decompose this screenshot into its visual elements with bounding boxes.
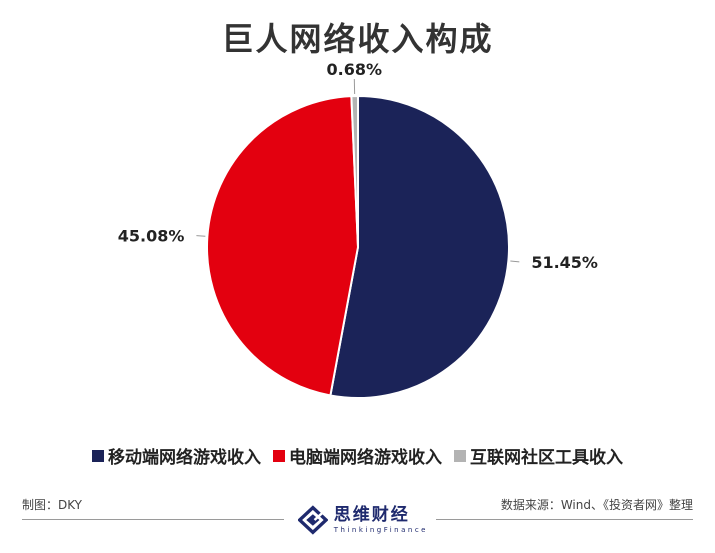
footer-divider-left xyxy=(22,519,284,520)
legend-swatch-community xyxy=(454,449,466,462)
legend-swatch-pc xyxy=(273,449,285,462)
pie-label-community: 0.68% xyxy=(327,60,383,79)
brand-name: 思维财经 xyxy=(333,504,410,525)
legend-label-mobile: 移动端网络游戏收入 xyxy=(108,448,261,468)
pie-slice-mobile xyxy=(329,94,510,399)
pie-leader-line xyxy=(196,235,206,237)
pie-labels: 51.45% 45.08% 0.68% xyxy=(118,60,598,272)
author-credit: 制图：DKY xyxy=(22,498,83,512)
footer-divider-right xyxy=(436,519,693,520)
data-source: 数据来源：Wind、《投资者网》整理 xyxy=(500,498,693,512)
legend-swatch-mobile xyxy=(92,449,104,462)
legend-item-mobile: 移动端网络游戏收入 xyxy=(92,443,261,468)
pie-chart: 51.45% 45.08% 0.68% xyxy=(118,60,598,399)
legend-label-community: 互联网社区工具收入 xyxy=(470,448,623,468)
brand-logo-icon xyxy=(298,505,328,535)
pie-slice-pc xyxy=(206,95,360,397)
brand-subtitle: ThinkingFinance xyxy=(333,525,428,534)
legend: 移动端网络游戏收入 电脑端网络游戏收入 互联网社区工具收入 xyxy=(0,443,715,468)
pie-slices xyxy=(206,94,510,399)
legend-item-pc: 电脑端网络游戏收入 xyxy=(273,443,442,468)
pie-leader-line xyxy=(510,260,520,263)
pie-label-pc: 45.08% xyxy=(118,227,185,246)
legend-item-community: 互联网社区工具收入 xyxy=(454,443,623,468)
pie-slice-community xyxy=(350,94,359,248)
pie-label-mobile: 51.45% xyxy=(531,253,598,272)
chart-title: 巨人网络收入构成 xyxy=(221,20,494,58)
legend-label-pc: 电脑端网络游戏收入 xyxy=(289,448,442,468)
brand-logo-block: 思维财经 ThinkingFinance xyxy=(298,498,428,542)
